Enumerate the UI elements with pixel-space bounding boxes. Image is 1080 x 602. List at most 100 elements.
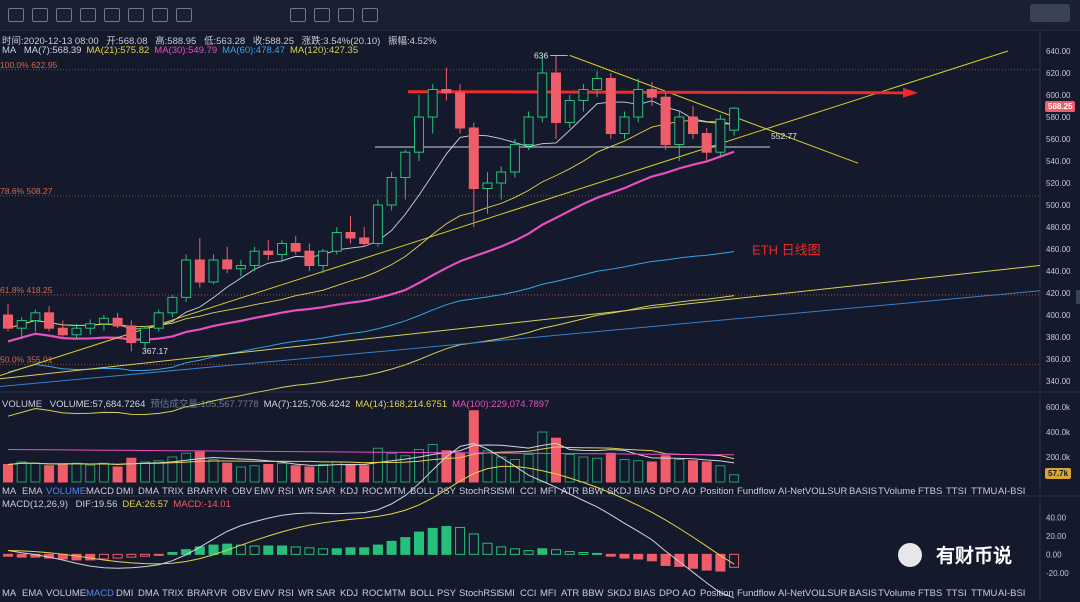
indicator-tab[interactable]: AO <box>682 588 696 599</box>
indicator-tab[interactable]: SAR <box>316 486 336 497</box>
indicator-tab[interactable]: EMV <box>254 486 275 497</box>
indicator-tab[interactable]: EMV <box>254 588 275 599</box>
indicator-tab[interactable]: DMA <box>138 486 160 497</box>
indicator-tab[interactable]: VOLUME <box>46 486 87 497</box>
indicator-tab[interactable]: BIAS <box>634 486 656 497</box>
indicator-tab[interactable]: Fundflow <box>737 486 776 497</box>
indicator-tab[interactable]: PSY <box>437 588 457 599</box>
indicator-tab[interactable]: SKDJ <box>607 486 632 497</box>
macd-legend-label[interactable]: MACD(12,26,9) <box>2 499 68 510</box>
indicator-tab[interactable]: EMA <box>22 588 43 599</box>
indicator-tab[interactable]: EMA <box>22 486 43 497</box>
indicator-tab[interactable]: DMI <box>116 486 134 497</box>
ma-legend-label[interactable]: MA <box>2 45 17 56</box>
indicator-tab[interactable]: ROC <box>362 486 384 497</box>
eye-icon[interactable] <box>338 8 354 22</box>
indicator-tab[interactable]: BOLL <box>410 588 435 599</box>
indicator-tab[interactable]: TRIX <box>162 486 184 497</box>
fib-tool-icon[interactable] <box>56 8 72 22</box>
indicator-tab[interactable]: AI-NetVOL <box>778 588 824 599</box>
indicator-tab[interactable]: ATR <box>561 486 580 497</box>
indicator-tab[interactable]: SAR <box>316 588 336 599</box>
indicator-tab[interactable]: BASIS <box>849 588 877 599</box>
indicator-tab[interactable]: KDJ <box>340 486 358 497</box>
indicator-tab[interactable]: ATR <box>561 588 580 599</box>
indicator-tab[interactable]: RSI <box>278 588 294 599</box>
indicator-tab[interactable]: LSUR <box>822 486 848 497</box>
indicator-tab[interactable]: DMI <box>116 588 134 599</box>
text-tool-icon[interactable] <box>128 8 144 22</box>
indicator-tab[interactable]: MFI <box>540 486 557 497</box>
indicator-tab[interactable]: BBW <box>582 588 604 599</box>
indicator-tab[interactable]: TRIX <box>162 588 184 599</box>
indicator-tab[interactable]: MACD <box>86 588 114 599</box>
indicator-tab[interactable]: TTMU <box>971 588 998 599</box>
brush-tool-icon[interactable] <box>104 8 120 22</box>
indicator-tab[interactable]: VR <box>214 588 228 599</box>
macd-legend-item: DIF:19.56 <box>75 499 118 510</box>
indicator-tab[interactable]: TTMU <box>971 486 998 497</box>
indicator-tab[interactable]: LSUR <box>822 588 848 599</box>
ruler-tool-icon[interactable] <box>176 8 192 22</box>
indicator-tab[interactable]: OBV <box>232 588 253 599</box>
indicator-tab[interactable]: SMI <box>498 588 515 599</box>
indicator-tab[interactable]: PSY <box>437 486 457 497</box>
indicator-button[interactable] <box>1030 4 1070 22</box>
indicator-tab[interactable]: CCI <box>520 588 537 599</box>
indicator-tab[interactable]: TVolume <box>878 486 916 497</box>
indicator-tab[interactable]: AO <box>682 486 696 497</box>
macd-histogram-bar <box>112 553 123 559</box>
indicator-tab[interactable]: FTBS <box>918 486 943 497</box>
indicator-tab[interactable]: BBW <box>582 486 604 497</box>
trash-icon[interactable] <box>362 8 378 22</box>
indicator-tab[interactable]: BOLL <box>410 486 435 497</box>
macd-tick-label: 20.00 <box>1046 532 1067 541</box>
trend-line-icon[interactable] <box>32 8 48 22</box>
indicator-tab[interactable]: StochRSI <box>459 588 500 599</box>
indicator-tab[interactable]: StochRSI <box>459 486 500 497</box>
indicator-tab[interactable]: BASIS <box>849 486 877 497</box>
indicator-tab[interactable]: MFI <box>540 588 557 599</box>
indicator-tab[interactable]: CCI <box>520 486 537 497</box>
volume-legend-label[interactable]: VOLUME <box>2 399 43 410</box>
candle-body <box>194 259 205 283</box>
indicator-tab[interactable]: DPO <box>659 588 680 599</box>
indicator-tab[interactable]: DMA <box>138 588 160 599</box>
indicator-tab[interactable]: MTM <box>384 588 406 599</box>
magnet-icon[interactable] <box>290 8 306 22</box>
indicator-tab[interactable]: Position <box>700 486 734 497</box>
indicator-tab[interactable]: OBV <box>232 486 253 497</box>
indicator-tab[interactable]: FTBS <box>918 588 943 599</box>
indicator-tab[interactable]: Fundflow <box>737 588 776 599</box>
lock-icon[interactable] <box>314 8 330 22</box>
side-collapse-handle[interactable] <box>1076 290 1080 304</box>
indicator-tab[interactable]: KDJ <box>340 588 358 599</box>
indicator-tab[interactable]: AI-BSI <box>998 588 1026 599</box>
indicator-tab[interactable]: MACD <box>86 486 114 497</box>
indicator-tab[interactable]: MA <box>2 588 17 599</box>
indicator-tab[interactable]: VOLUME <box>46 588 87 599</box>
indicator-tab[interactable]: TVolume <box>878 588 916 599</box>
indicator-tab[interactable]: BIAS <box>634 588 656 599</box>
indicator-tab[interactable]: Position <box>700 588 734 599</box>
rectangle-tool-icon[interactable] <box>80 8 96 22</box>
indicator-tab[interactable]: WR <box>298 486 314 497</box>
indicator-tab[interactable]: AI-BSI <box>998 486 1026 497</box>
emoji-tool-icon[interactable] <box>152 8 168 22</box>
indicator-tab[interactable]: TTSI <box>946 588 967 599</box>
indicator-tab[interactable]: MA <box>2 486 17 497</box>
indicator-tab[interactable]: SMI <box>498 486 515 497</box>
indicator-tab[interactable]: DPO <box>659 486 680 497</box>
indicator-tab[interactable]: SKDJ <box>607 588 632 599</box>
indicator-tab[interactable]: BRAR <box>187 588 214 599</box>
indicator-tab[interactable]: AI-NetVOL <box>778 486 824 497</box>
indicator-tab[interactable]: WR <box>298 588 314 599</box>
volume-bar <box>71 462 82 483</box>
crosshair-icon[interactable] <box>8 8 24 22</box>
indicator-tab[interactable]: BRAR <box>187 486 214 497</box>
indicator-tab[interactable]: TTSI <box>946 486 967 497</box>
indicator-tab[interactable]: RSI <box>278 486 294 497</box>
indicator-tab[interactable]: ROC <box>362 588 384 599</box>
indicator-tab[interactable]: MTM <box>384 486 406 497</box>
indicator-tab[interactable]: VR <box>214 486 228 497</box>
